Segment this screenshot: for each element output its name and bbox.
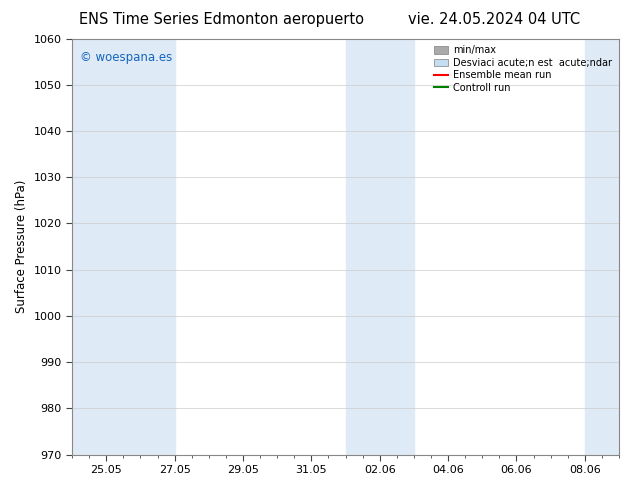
Bar bbox=[141, 39, 174, 455]
Text: © woespana.es: © woespana.es bbox=[81, 51, 172, 64]
Text: ENS Time Series Edmonton aeropuerto: ENS Time Series Edmonton aeropuerto bbox=[79, 12, 365, 27]
Bar bbox=[585, 39, 619, 455]
Legend: min/max, Desviaci acute;n est  acute;ndar, Ensemble mean run, Controll run: min/max, Desviaci acute;n est acute;ndar… bbox=[432, 44, 614, 95]
Bar bbox=[346, 39, 390, 455]
Text: vie. 24.05.2024 04 UTC: vie. 24.05.2024 04 UTC bbox=[408, 12, 581, 27]
Y-axis label: Surface Pressure (hPa): Surface Pressure (hPa) bbox=[15, 180, 28, 313]
Bar bbox=[72, 39, 141, 455]
Bar bbox=[390, 39, 414, 455]
